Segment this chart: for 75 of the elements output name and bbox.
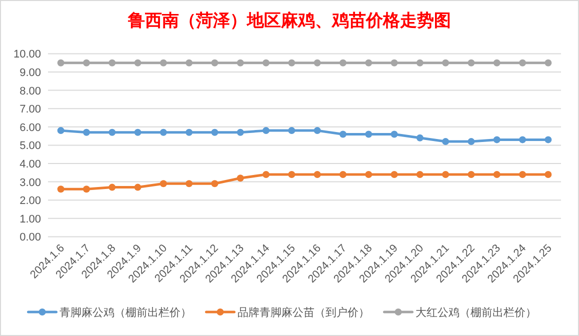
y-tick-label: 2.00 [20,195,41,208]
point [262,59,270,66]
point [365,59,372,66]
point [314,59,321,66]
point [519,136,526,144]
point [82,59,90,66]
y-tick-label: 10.00 [13,48,41,61]
point [288,170,296,178]
point [468,170,475,178]
point [211,180,218,188]
point [365,130,372,138]
point [365,170,372,178]
point [108,128,116,136]
point [108,184,116,191]
point [339,130,346,138]
point [468,138,475,146]
point [82,186,90,193]
legend-label: 品牌青脚麻公苗（到户价） [237,306,370,319]
y-tick-label: 7.00 [20,104,41,116]
point [544,59,552,66]
y-tick-label: 8.00 [20,85,41,98]
point [186,180,193,188]
y-tick-label: 5.00 [20,140,41,152]
point [134,184,142,191]
point [262,127,270,134]
point [416,59,424,66]
point [442,59,450,66]
point [314,170,321,178]
point [211,128,218,136]
y-tick-label: 4.00 [20,158,41,170]
point [262,170,270,178]
y-tick-label: 6.00 [20,122,41,134]
point [519,170,526,178]
point [236,174,244,182]
point [160,59,167,66]
point [339,170,346,178]
point [134,128,142,136]
legend-label: 青脚麻公鸡（棚前出栏价） [59,306,192,319]
point [236,59,244,66]
point [468,59,475,66]
point [416,170,424,178]
point [442,170,450,178]
point [519,59,526,66]
point [390,130,398,138]
point [544,136,552,144]
y-tick-label: 0.00 [20,232,41,244]
point [160,180,167,188]
y-tick-label: 9.00 [20,67,41,79]
point [108,59,116,66]
point [314,127,321,134]
point [236,128,244,136]
point [57,59,64,66]
point [390,59,398,66]
point [57,127,64,134]
point [186,59,193,66]
point [339,59,346,66]
point [57,186,64,193]
point [288,59,296,66]
point [416,134,424,142]
point [288,127,296,134]
y-tick-label: 1.00 [20,213,41,226]
legend-label: 大红公鸡（棚前出栏价） [415,306,536,319]
point [493,59,500,66]
point [186,128,193,136]
point [442,138,450,146]
point [390,170,398,178]
chart-title: 鲁西南（菏泽）地区麻鸡、鸡苗价格走势图 [127,11,451,30]
point [211,59,218,66]
point [160,128,167,136]
point [493,136,500,144]
point [134,59,142,66]
point [82,128,90,136]
y-tick-label: 3.00 [20,176,41,189]
point [544,170,552,178]
point [493,170,500,178]
